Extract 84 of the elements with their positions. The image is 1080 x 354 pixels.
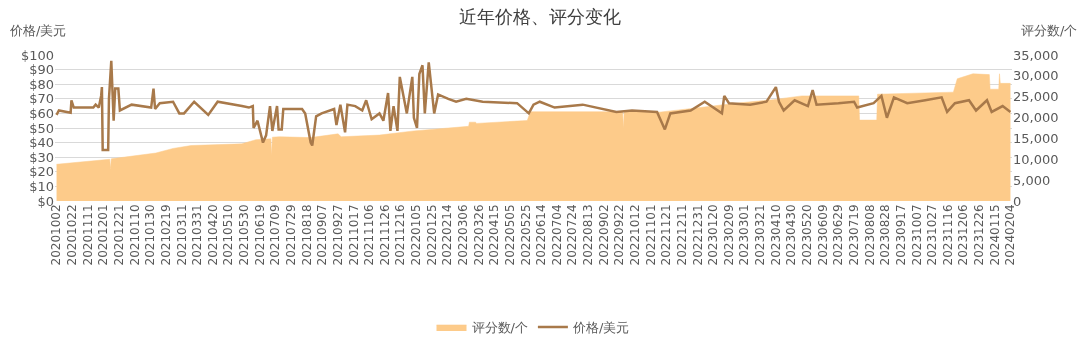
x-tick-label: 20230209 bbox=[721, 204, 736, 266]
y-tick-label: $40 bbox=[29, 135, 54, 151]
x-tick-label: 20231007 bbox=[909, 204, 924, 266]
x-tick-label: 20210110 bbox=[127, 204, 142, 266]
x-tick-label: 20230629 bbox=[831, 204, 846, 266]
x-tick-label: 20210619 bbox=[252, 204, 267, 266]
x-tick-label: 20220704 bbox=[549, 204, 564, 266]
x-tick-label: 20231226 bbox=[972, 204, 987, 266]
y2-tick-label: 0 bbox=[1013, 193, 1022, 209]
x-tick-label: 20221211 bbox=[674, 204, 689, 266]
x-tick-label: 20230430 bbox=[784, 204, 799, 266]
x-tick-label: 20230301 bbox=[737, 204, 752, 266]
x-tick-label: 20220525 bbox=[518, 204, 533, 266]
x-tick-label: 20220214 bbox=[440, 204, 455, 266]
y-tick-label: $30 bbox=[29, 149, 54, 165]
x-tick-label: 20231027 bbox=[925, 204, 940, 266]
x-tick-label: 20210530 bbox=[237, 204, 252, 266]
x-tick-label: 20210709 bbox=[268, 204, 283, 266]
x-tick-label: 20201221 bbox=[112, 204, 127, 266]
x-tick-label: 20210420 bbox=[205, 204, 220, 266]
x-tick-label: 20220415 bbox=[487, 204, 502, 266]
x-tick-label: 20230321 bbox=[753, 204, 768, 266]
x-tick-label: 20201201 bbox=[96, 204, 111, 266]
x-tick-label: 20210927 bbox=[330, 204, 345, 266]
x-tick-label: 20220105 bbox=[409, 204, 424, 266]
x-tick-label: 20211126 bbox=[377, 204, 392, 266]
x-tick-label: 20220326 bbox=[471, 204, 486, 266]
legend-label: 价格/美元 bbox=[571, 319, 630, 335]
y2-tick-label: 5,000 bbox=[1013, 172, 1051, 188]
y-tick-label: $90 bbox=[29, 62, 54, 78]
y2-tick-label: 25,000 bbox=[1013, 89, 1059, 105]
y2-axis-title: 评分数/个 bbox=[1021, 23, 1078, 38]
x-tick-label: 20230808 bbox=[862, 204, 877, 266]
x-tick-label: 20220614 bbox=[534, 204, 549, 266]
x-tick-label: 20201022 bbox=[65, 204, 80, 266]
x-tick-label: 20210729 bbox=[284, 204, 299, 266]
y2-tick-label: 15,000 bbox=[1013, 130, 1059, 146]
x-tick-label: 20230828 bbox=[878, 204, 893, 266]
x-tick-label: 20240115 bbox=[987, 204, 1002, 266]
x-tick-label: 20230917 bbox=[893, 204, 908, 266]
y2-tick-label: 30,000 bbox=[1013, 68, 1059, 84]
x-tick-label: 20211106 bbox=[362, 204, 377, 266]
x-tick-label: 20201111 bbox=[80, 204, 95, 266]
x-tick-label: 20211216 bbox=[393, 204, 408, 266]
x-tick-label: 20221012 bbox=[628, 204, 643, 266]
y-axis-title: 价格/美元 bbox=[9, 23, 67, 38]
x-tick-label: 20230410 bbox=[768, 204, 783, 266]
x-tick-label: 20220306 bbox=[456, 204, 471, 266]
x-tick-label: 20221231 bbox=[690, 204, 705, 266]
x-tick-label: 20210818 bbox=[299, 204, 314, 266]
x-tick-label: 20231116 bbox=[940, 204, 955, 266]
y-tick-label: $10 bbox=[29, 178, 54, 194]
x-tick-label: 20220125 bbox=[424, 204, 439, 266]
y-tick-label: $100 bbox=[20, 47, 54, 63]
line-series bbox=[55, 59, 1012, 152]
x-tick-label: 20210510 bbox=[221, 204, 236, 266]
x-tick-label: 20230719 bbox=[846, 204, 861, 266]
x-tick-label: 20210219 bbox=[158, 204, 173, 266]
x-tick-label: 20220813 bbox=[581, 204, 596, 266]
x-tick-label: 20221101 bbox=[643, 204, 658, 266]
x-tick-label: 20221121 bbox=[659, 204, 674, 266]
x-tick-label: 20220902 bbox=[596, 204, 611, 266]
y2-tick-label: 20,000 bbox=[1013, 110, 1059, 126]
y-tick-label: $80 bbox=[29, 76, 54, 92]
x-tick-label: 20211017 bbox=[346, 204, 361, 266]
x-tick-label: 20210907 bbox=[315, 204, 330, 266]
y2-tick-label: 35,000 bbox=[1013, 47, 1059, 63]
x-tick-label: 20220922 bbox=[612, 204, 627, 266]
y-tick-label: $50 bbox=[29, 120, 54, 136]
y-tick-label: $70 bbox=[29, 91, 54, 107]
x-tick-label: 20220505 bbox=[502, 204, 517, 266]
x-tick-label: 20230609 bbox=[815, 204, 830, 266]
y-tick-label: $60 bbox=[29, 105, 54, 121]
y2-tick-label: 10,000 bbox=[1013, 151, 1059, 167]
y-tick-label: $20 bbox=[29, 164, 54, 180]
x-tick-label: 20210331 bbox=[190, 204, 205, 266]
x-tick-label: 20220724 bbox=[565, 204, 580, 266]
x-tick-label: 20210130 bbox=[143, 204, 158, 266]
x-tick-label: 20231206 bbox=[956, 204, 971, 266]
x-tick-label: 20230120 bbox=[706, 204, 721, 266]
legend-label: 评分数/个 bbox=[471, 319, 528, 335]
x-tick-label: 20230520 bbox=[800, 204, 815, 266]
x-tick-label: 20210311 bbox=[174, 204, 189, 266]
chart-title: 近年价格、评分变化 bbox=[459, 6, 621, 28]
